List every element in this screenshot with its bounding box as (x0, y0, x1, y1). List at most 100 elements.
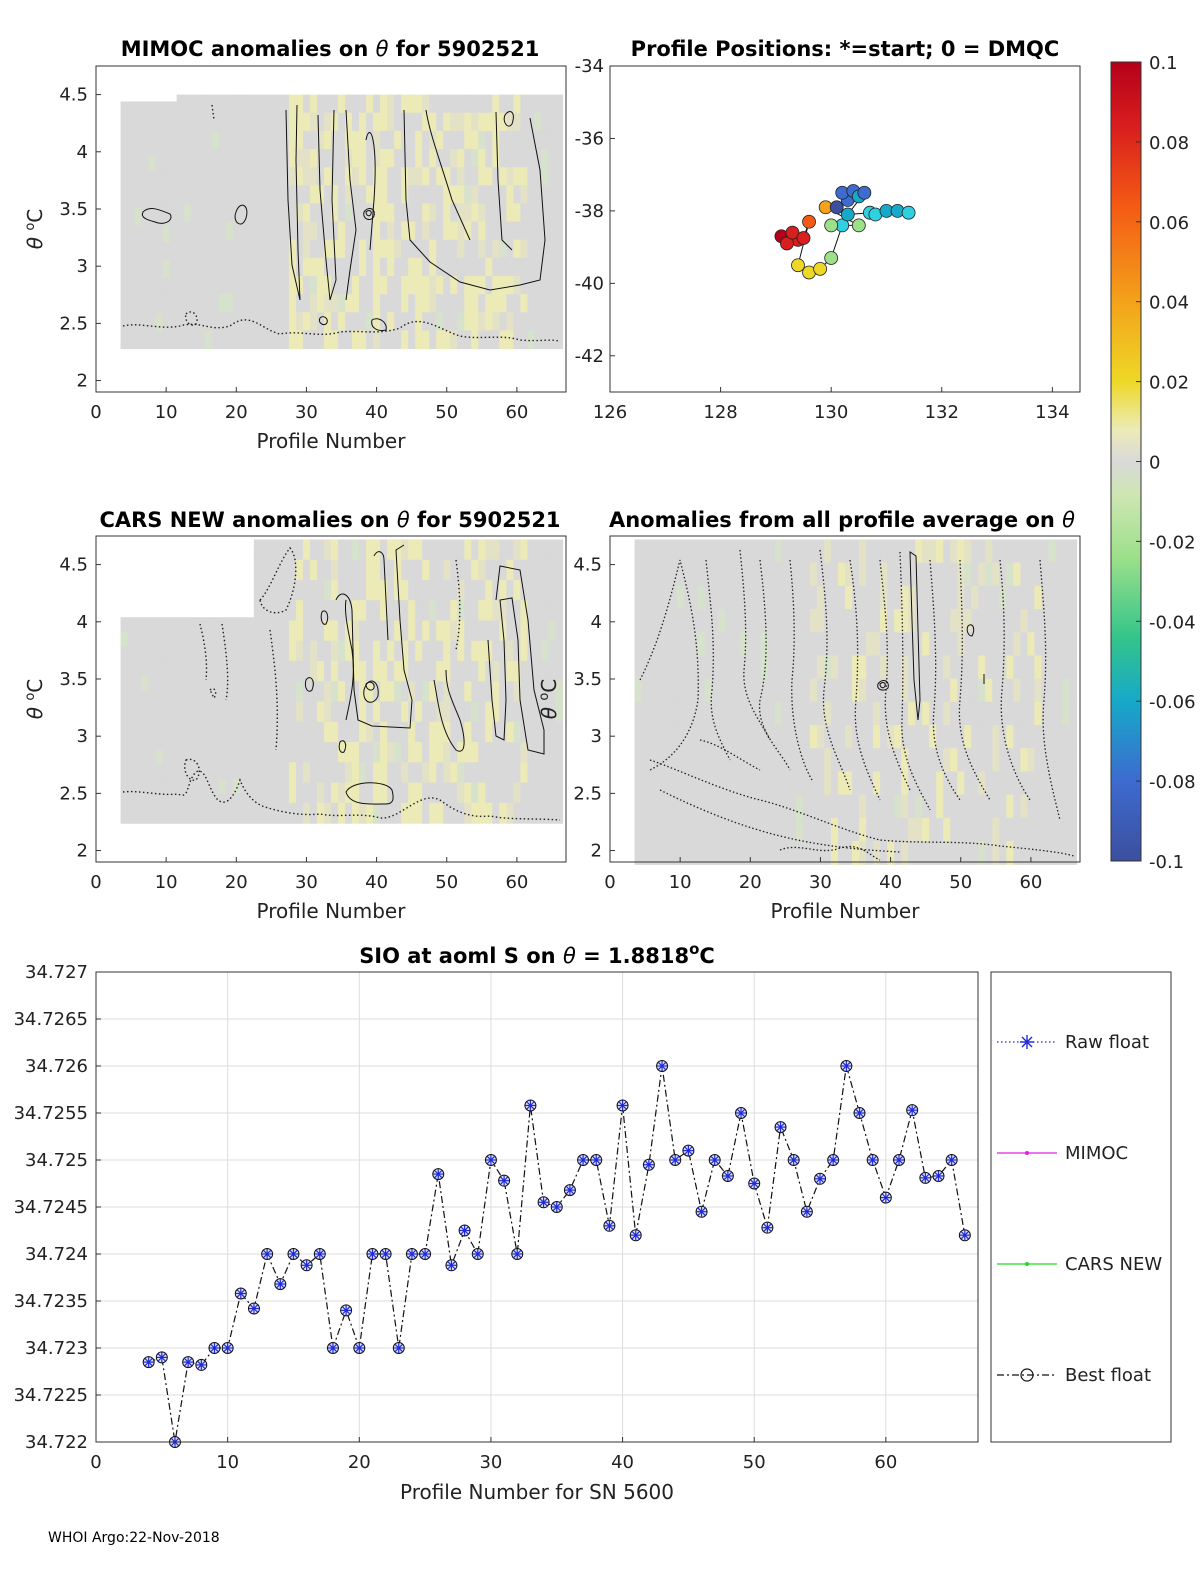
allprof-field-cell (830, 771, 839, 796)
cars-field-cell (464, 701, 472, 723)
salinity-point (682, 1144, 695, 1157)
mimoc-field-cell (366, 330, 374, 350)
allprof-field-cell (943, 817, 951, 842)
allprof-field-cell (662, 725, 671, 749)
mimoc-field-cell (302, 149, 311, 168)
mimoc-field-cell (359, 185, 367, 205)
mimoc-field-cell (211, 94, 220, 114)
cars-field-cell (211, 749, 220, 765)
allprof-field-cell (992, 539, 1000, 564)
cars-field-cell (450, 559, 458, 581)
cars-field-cell (527, 681, 536, 703)
allprof-field-cell (992, 585, 1000, 610)
mimoc-field-cell (534, 330, 543, 350)
allprof-field-cell (641, 585, 650, 610)
salinity-point (642, 1158, 655, 1171)
allprof-field-cell (718, 841, 727, 865)
mimoc-field-cell (176, 257, 185, 277)
mimoc-field-cell (246, 185, 255, 205)
cars-field-cell (148, 720, 157, 736)
legend-entry-best: Best float (997, 1365, 1151, 1386)
cars-field-cell (457, 661, 465, 682)
mimoc-field-cell (197, 94, 206, 114)
cars-field-cell (457, 701, 465, 723)
mimoc-field-cell (506, 203, 514, 223)
cars-ytick-label: 2.5 (59, 783, 88, 804)
allprof-field-cell (732, 585, 741, 610)
mimoc-field-cell (541, 312, 550, 331)
allprof-field-cell (908, 725, 916, 749)
cars-field-cell (134, 690, 143, 707)
allprof-field-cell (802, 771, 811, 796)
mimoc-field-cell (408, 130, 416, 150)
mimoc-field-cell (408, 203, 416, 223)
allprof-field-cell (992, 771, 1000, 796)
cars-field-cell (380, 782, 388, 804)
allprof-field-cell (1013, 725, 1021, 749)
allprof-field-cell (774, 725, 783, 749)
allprof-field-cell (711, 562, 720, 587)
mimoc-field-cell (485, 112, 493, 132)
cars-field-cell (345, 579, 353, 601)
mimoc-field-cell (260, 167, 269, 186)
cars-field-cell (422, 661, 430, 682)
allprof-field-cell (697, 562, 706, 587)
allprof-field-cell (957, 771, 965, 796)
salinity-point (708, 1154, 721, 1166)
allprof-field-cell (1069, 725, 1078, 749)
mimoc-field-cell (316, 330, 325, 350)
allprof-field-cell (711, 701, 720, 726)
mimoc-field-cell (492, 149, 500, 168)
allprof-field-cell (922, 771, 930, 796)
cars-field-cell (401, 681, 409, 703)
cars-field-cell (162, 676, 171, 692)
mimoc-field-cell (485, 275, 493, 295)
cars-field-cell (331, 802, 339, 824)
allprof-field-cell (992, 725, 1000, 749)
allprof-field-cell (1048, 655, 1057, 680)
allprof-field-cell (873, 771, 881, 796)
mimoc-field-cell (331, 312, 339, 331)
allprof-field-cell (1062, 748, 1071, 773)
cars-field-cell (204, 808, 213, 824)
mimoc-field-cell (253, 94, 262, 114)
allprof-field-cell (795, 609, 804, 633)
allprof-field-cell (922, 562, 930, 587)
mimoc-field-cell (345, 221, 353, 241)
cars-field-cell (534, 640, 543, 662)
allprof-field-cell (760, 562, 769, 587)
mimoc-field-cell (176, 275, 185, 295)
mimoc-field-cell (267, 330, 276, 350)
allprof-field-cell (634, 632, 643, 657)
mimoc-field-cell (176, 167, 185, 186)
mimoc-field-cell (183, 312, 192, 331)
cars-field-cell (464, 782, 472, 804)
mimoc-field-cell (471, 275, 479, 295)
cars-field-cell (548, 559, 557, 581)
cars-field-cell (492, 742, 500, 763)
salinity-point (313, 1248, 326, 1260)
allprof-field-cell (887, 794, 895, 819)
allprof-field-cell (781, 701, 790, 726)
cars-field-cell (436, 620, 444, 642)
cars-field-cell (478, 661, 486, 682)
cars-field-cell (359, 802, 367, 824)
mimoc-field-cell (274, 130, 283, 150)
allprof-field-cell (837, 748, 846, 773)
allprof-field-cell (971, 817, 979, 842)
cars-field-cell (211, 617, 220, 633)
allprof-field-cell (964, 655, 972, 680)
cars-field-cell (274, 701, 283, 723)
mimoc-field-cell (387, 94, 395, 114)
cars-field-cell (345, 600, 353, 622)
allprof-field-cell (823, 748, 832, 773)
allprof-field-cell (669, 655, 678, 680)
cars-field-cell (169, 661, 178, 677)
allprof-field-cell (957, 609, 965, 633)
allprof-field-cell (873, 678, 881, 703)
cars-field-cell (436, 640, 444, 662)
cars-field-cell (338, 559, 346, 581)
mimoc-field-cell (541, 294, 550, 313)
allprof-x-axis-label: Profile Number (771, 899, 921, 923)
mimoc-field-cell (162, 101, 171, 120)
